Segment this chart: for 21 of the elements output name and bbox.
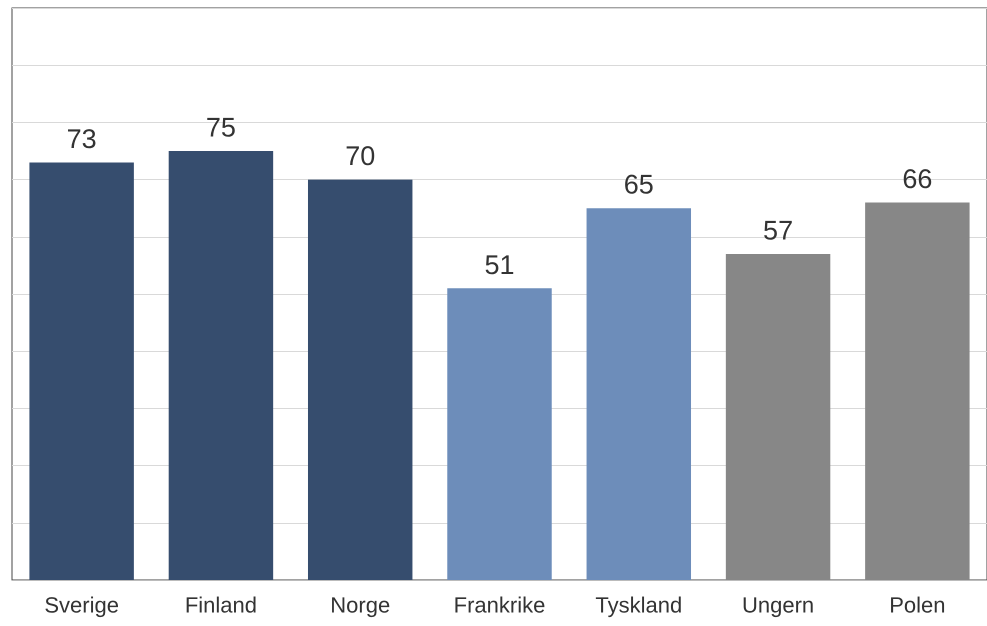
x-tick-label: Sverige bbox=[44, 592, 119, 618]
data-label: 73 bbox=[66, 124, 97, 154]
data-label: 66 bbox=[902, 164, 932, 194]
bar bbox=[447, 288, 552, 580]
bar bbox=[726, 254, 830, 580]
data-label: 57 bbox=[763, 215, 794, 246]
bar bbox=[29, 162, 134, 580]
data-label: 51 bbox=[484, 250, 515, 280]
bar bbox=[168, 151, 274, 580]
data-label: 65 bbox=[624, 170, 654, 200]
data-label: 70 bbox=[345, 141, 376, 172]
x-tick-label: Finland bbox=[184, 592, 258, 618]
x-tick-label: Frankrike bbox=[454, 592, 546, 618]
x-tick-label: Tyskland bbox=[595, 592, 682, 618]
bar bbox=[586, 208, 692, 580]
bar bbox=[865, 202, 970, 580]
bar bbox=[308, 180, 412, 580]
x-tick-label: Polen bbox=[889, 592, 946, 618]
data-label: 75 bbox=[206, 112, 236, 142]
x-tick-label: Norge bbox=[330, 592, 390, 618]
x-tick-label: Ungern bbox=[742, 592, 814, 618]
